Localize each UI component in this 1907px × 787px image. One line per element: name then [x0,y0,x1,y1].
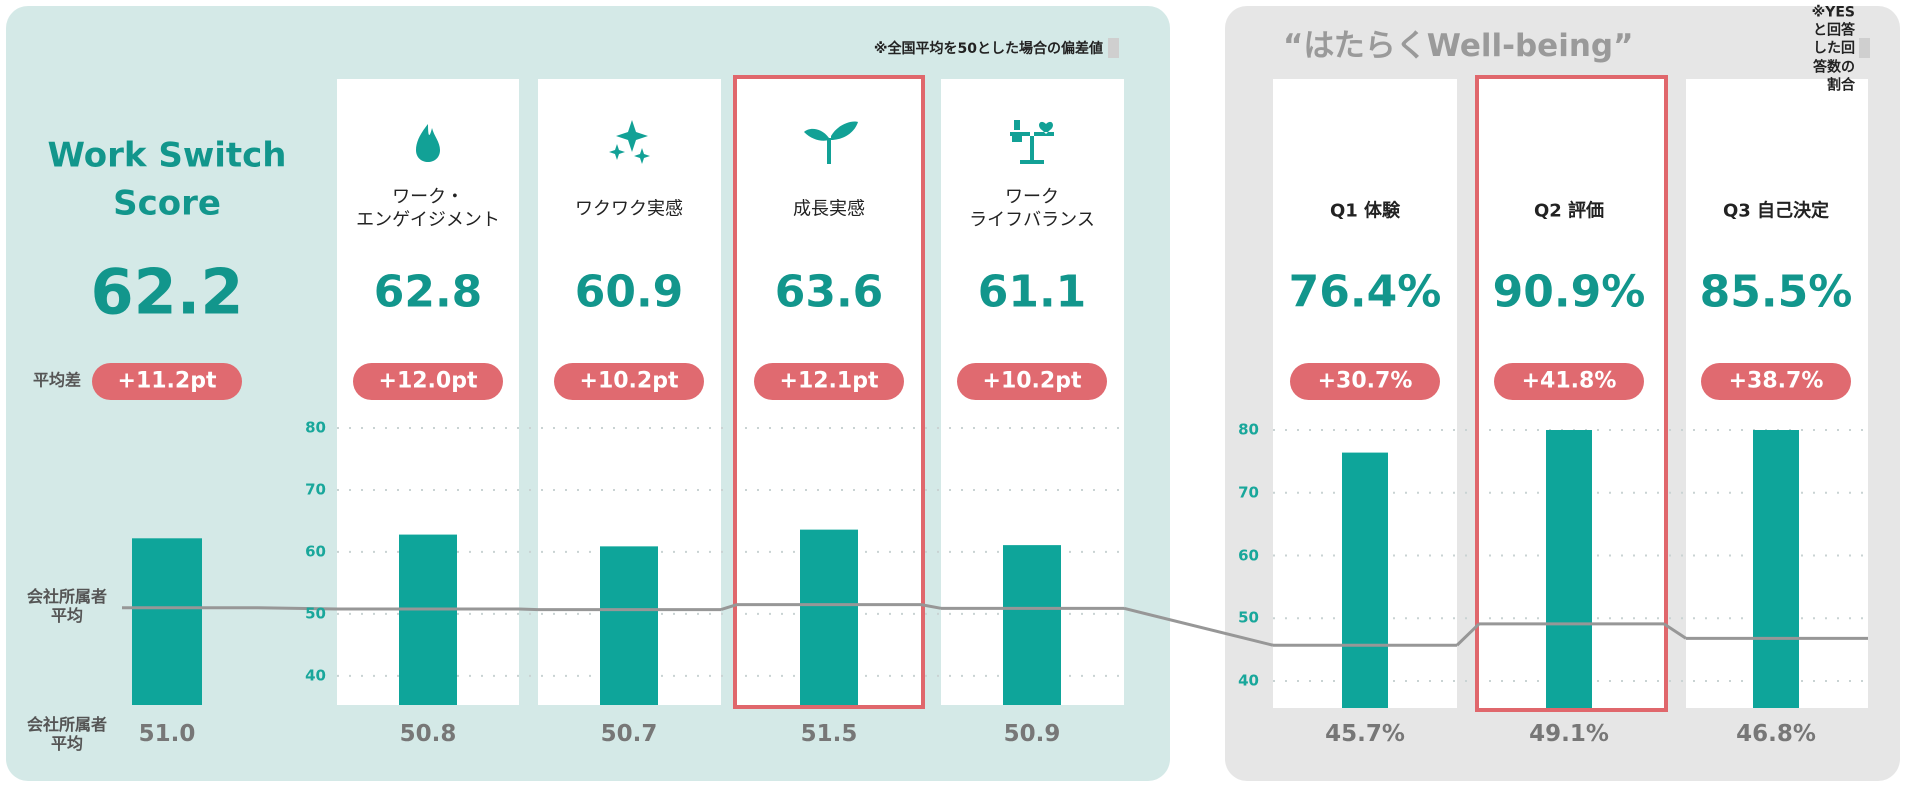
note: ※YESと回答した回答数の割合 [1811,4,1855,94]
diff-label: +30.7% [1317,368,1413,394]
diff-label: +11.2pt [117,368,217,394]
y-tick-label: 70 [305,480,326,499]
highlight-frame [733,75,925,709]
baseline-value: 50.9 [1003,721,1061,748]
y-tick-label: 40 [1238,671,1259,690]
diff-pill [957,363,1107,400]
y-tick-label: 60 [305,542,326,561]
baseline-value: 49.1% [1529,721,1609,748]
diff-label: +12.0pt [378,368,478,394]
baseline-connector [1455,622,1481,647]
note: ※全国平均を50とした場合の偏差値 [873,40,1103,57]
bar [1753,430,1799,708]
category-label: Q1 体験 [1329,200,1401,222]
category-label: Q2 評価 [1533,200,1605,222]
panel-title: “はたらくWell-being” [1283,27,1634,64]
bar [132,538,202,705]
y-tick-label: 60 [1238,545,1259,564]
note-marker [1859,38,1870,58]
bar [600,546,658,705]
sprout-stem [827,138,831,164]
baseline-value: 50.8 [399,721,457,748]
category-label: ワーク ライフバランス [969,186,1095,231]
diff-pill [1701,363,1851,400]
bar [1003,545,1061,705]
baseline-caption: 会社所属者 平均 [26,586,108,625]
bar [800,529,858,705]
value-label: 76.4% [1288,266,1442,318]
y-tick-label: 80 [1238,420,1259,439]
y-tick-label: 80 [305,418,326,437]
baseline-connector [920,603,942,610]
baseline-connector [1123,606,1274,647]
diff-label: +38.7% [1728,368,1824,394]
value-label: 85.5% [1699,266,1853,318]
diff-label: +41.8% [1521,368,1617,394]
diff-pill [754,363,904,400]
baseline-value: 45.7% [1325,721,1405,748]
category-label: ワーク・ エンゲイジメント [356,186,500,231]
y-tick-label: 50 [305,604,326,623]
value-label: 90.9% [1492,266,1646,318]
sparkle-icon [609,120,650,164]
value-label: 63.6 [774,266,884,318]
value-label: 61.1 [977,266,1087,318]
baseline-connector [1663,622,1687,640]
balance-icon [1010,120,1054,164]
bar [1546,430,1592,708]
diff-pill [1290,363,1440,400]
baseline-value: 50.7 [600,721,658,748]
diff-caption: 平均差 [32,370,82,390]
baseline-connector [720,603,738,612]
baseline-connector [257,606,338,611]
baseline-value: 51.5 [800,721,858,748]
sprout-icon [804,121,858,141]
category-label: Work Switch Score [47,135,287,223]
y-tick-label: 70 [1238,483,1259,501]
baseline-value: 46.8% [1736,721,1816,748]
note-marker [1108,38,1119,58]
diff-pill [92,363,242,400]
diff-pill [1494,363,1644,400]
diff-pill [353,363,503,400]
baseline-caption: 会社所属者 平均 [26,714,108,753]
y-tick-label: 50 [1238,608,1259,627]
icons [416,120,1054,164]
diff-pill [554,363,704,400]
y-tick-label: 40 [305,666,326,685]
diff-label: +10.2pt [982,368,1082,394]
baseline-connector [518,607,539,612]
category-label: ワクワク実感 [575,198,683,220]
diff-label: +10.2pt [579,368,679,394]
value-label: 62.2 [90,255,244,329]
value-label: 60.9 [574,266,684,318]
baseline-value: 51.0 [138,721,196,748]
flame-icon [416,124,440,162]
category-label: 成長実感 [793,198,865,220]
highlight-frame [1475,75,1668,712]
bar [1342,452,1388,708]
category-label: Q3 自己決定 [1722,200,1830,222]
value-label: 62.8 [373,266,483,318]
diff-label: +12.1pt [779,368,879,394]
bar [399,534,457,705]
